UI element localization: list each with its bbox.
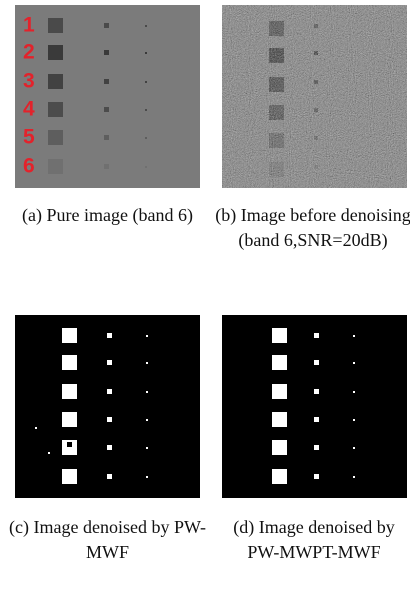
dot — [353, 335, 355, 337]
square — [48, 45, 63, 60]
square — [48, 18, 63, 33]
square — [48, 159, 63, 174]
square — [272, 355, 287, 370]
dot — [146, 447, 148, 449]
small-square — [314, 417, 319, 422]
dot — [145, 81, 147, 83]
caption: (d) Image denoised by PW-MWPT-MWF — [218, 515, 410, 565]
small-square — [104, 50, 109, 55]
caption-text: Image before denoising (band 6,SNR=20dB) — [238, 205, 410, 250]
square — [62, 412, 77, 427]
square — [48, 130, 63, 145]
small-square — [107, 474, 112, 479]
background — [15, 5, 200, 188]
small-square — [314, 389, 319, 394]
dot — [146, 476, 148, 478]
row-label: 4 — [23, 98, 35, 121]
noisy-image — [222, 5, 407, 188]
row-label: 1 — [23, 14, 35, 37]
dot — [146, 335, 148, 337]
row-label: 5 — [23, 126, 35, 149]
small-square — [107, 333, 112, 338]
square — [48, 74, 63, 89]
square — [62, 469, 77, 484]
dot — [353, 362, 355, 364]
small-square — [104, 164, 109, 169]
noise — [222, 5, 407, 188]
dot — [145, 109, 147, 111]
background — [222, 315, 407, 498]
square — [272, 440, 287, 455]
small-square — [104, 135, 109, 140]
small-square — [107, 445, 112, 450]
row-label: 3 — [23, 70, 35, 93]
dot — [145, 137, 147, 139]
dot — [146, 391, 148, 393]
hole — [67, 442, 72, 447]
caption-label: (d) — [233, 517, 254, 537]
square — [62, 328, 77, 343]
row-label: 6 — [23, 155, 35, 178]
square — [62, 384, 77, 399]
small-square — [104, 23, 109, 28]
denoised-image — [15, 315, 200, 498]
caption-text: Pure image (band 6) — [47, 205, 193, 225]
dot — [353, 419, 355, 421]
small-square — [107, 360, 112, 365]
caption: (b) Image before denoising (band 6,SNR=2… — [213, 203, 410, 253]
small-square — [314, 445, 319, 450]
caption-label: (c) — [9, 517, 29, 537]
dot — [353, 447, 355, 449]
caption: (c) Image denoised by PW-MWF — [5, 515, 210, 565]
square — [272, 469, 287, 484]
dot — [353, 391, 355, 393]
small-square — [314, 360, 319, 365]
square — [272, 328, 287, 343]
row-label: 2 — [23, 41, 35, 64]
caption-label: (b) — [215, 205, 236, 225]
page: {"subfigures": [ {"label": "(a)", "capti… — [0, 0, 410, 603]
speck — [35, 427, 37, 429]
caption-text: Image denoised by PW-MWF — [34, 517, 206, 562]
square — [272, 384, 287, 399]
caption-label: (a) — [22, 205, 42, 225]
dot — [145, 52, 147, 54]
dot — [146, 362, 148, 364]
caption-text: Image denoised by PW-MWPT-MWF — [247, 517, 394, 562]
background — [15, 315, 200, 498]
small-square — [107, 417, 112, 422]
square — [62, 355, 77, 370]
dot — [146, 419, 148, 421]
pure-image: 1 2 3 4 5 6 — [15, 5, 200, 188]
caption: (a) Pure image (band 6) — [5, 203, 210, 228]
dot — [353, 476, 355, 478]
dot — [145, 166, 147, 168]
square — [48, 102, 63, 117]
small-square — [104, 107, 109, 112]
small-square — [314, 333, 319, 338]
dot — [145, 25, 147, 27]
denoised-image — [222, 315, 407, 498]
square — [272, 412, 287, 427]
small-square — [104, 79, 109, 84]
small-square — [107, 389, 112, 394]
speck — [48, 452, 50, 454]
small-square — [314, 474, 319, 479]
